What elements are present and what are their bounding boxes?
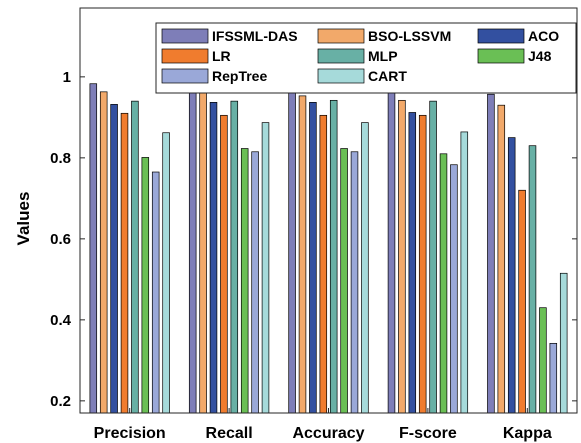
bar-cart-kappa bbox=[559, 272, 568, 414]
bar-bso-lssvm-kappa bbox=[497, 104, 506, 414]
legend-label: BSO-LSSVM bbox=[368, 28, 451, 44]
x-tick-label: Accuracy bbox=[292, 425, 364, 442]
legend-swatch-ifssml-das bbox=[161, 28, 209, 44]
bar-mlp-accuracy bbox=[329, 99, 338, 414]
bar-aco-recall bbox=[209, 102, 218, 414]
bar-j48-recall bbox=[240, 148, 249, 414]
bars-group bbox=[89, 82, 568, 414]
legend-swatch-cart bbox=[317, 68, 365, 84]
bar-reptree-precision bbox=[151, 171, 160, 414]
legend-label: ACO bbox=[528, 28, 559, 44]
legend-label: IFSSML-DAS bbox=[212, 28, 298, 44]
legend-swatch-bso-lssvm bbox=[317, 28, 365, 44]
legend-label: J48 bbox=[528, 48, 552, 64]
bar-mlp-f-score bbox=[429, 100, 437, 414]
legend-swatch-aco bbox=[477, 28, 525, 44]
bar-ifssml-das-f-score bbox=[387, 91, 396, 414]
y-tick-label: 0.2 bbox=[50, 393, 71, 410]
bar-reptree-recall bbox=[251, 151, 259, 414]
bar-cart-f-score bbox=[460, 131, 469, 414]
bar-ifssml-das-precision bbox=[89, 83, 98, 414]
y-tick-label: 0.4 bbox=[50, 312, 72, 329]
legend-label: CART bbox=[368, 68, 407, 84]
bar-reptree-accuracy bbox=[350, 151, 359, 414]
bar-ifssml-das-recall bbox=[188, 82, 197, 414]
legend-swatch-j48 bbox=[477, 48, 525, 64]
bar-bso-lssvm-accuracy bbox=[298, 95, 307, 414]
bar-aco-kappa bbox=[507, 137, 516, 414]
bar-j48-precision bbox=[141, 157, 150, 414]
x-tick-label: Recall bbox=[206, 425, 253, 442]
legend-swatch-reptree bbox=[161, 68, 209, 84]
bar-bso-lssvm-f-score bbox=[398, 99, 406, 414]
bar-lr-recall bbox=[220, 114, 228, 414]
bar-j48-kappa bbox=[539, 307, 547, 414]
bar-aco-precision bbox=[110, 104, 118, 414]
bar-aco-accuracy bbox=[309, 102, 317, 414]
bar-bso-lssvm-recall bbox=[199, 88, 207, 414]
bar-cart-precision bbox=[162, 132, 170, 414]
bar-ifssml-das-kappa bbox=[487, 93, 495, 414]
x-tick-label: F-score bbox=[399, 425, 457, 442]
bar-lr-precision bbox=[120, 112, 129, 414]
bar-aco-f-score bbox=[408, 112, 417, 414]
legend: IFSSML-DAS BSO-LSSVM ACO LR MLP J48 RepTree CAR… bbox=[155, 22, 577, 94]
x-tick-label: Kappa bbox=[503, 425, 552, 442]
bar-lr-accuracy bbox=[319, 114, 328, 414]
bar-reptree-f-score bbox=[450, 164, 458, 414]
bar-j48-f-score bbox=[439, 153, 448, 414]
bar-ifssml-das-accuracy bbox=[288, 88, 296, 414]
bar-j48-accuracy bbox=[340, 148, 348, 414]
legend-label: LR bbox=[212, 48, 231, 64]
y-axis-label: Values bbox=[14, 192, 33, 246]
bar-mlp-precision bbox=[131, 100, 139, 414]
y-tick-label: 1 bbox=[63, 69, 71, 86]
legend-swatch-lr bbox=[161, 48, 209, 64]
legend-swatch-mlp bbox=[317, 48, 365, 64]
bar-reptree-kappa bbox=[549, 342, 558, 414]
legend-label: MLP bbox=[368, 48, 398, 64]
bar-mlp-kappa bbox=[528, 145, 537, 414]
legend-label: RepTree bbox=[212, 68, 267, 84]
bar-mlp-recall bbox=[230, 100, 239, 414]
y-tick-label: 0.8 bbox=[50, 150, 71, 167]
bar-lr-f-score bbox=[418, 114, 427, 414]
y-tick-label: 0.6 bbox=[50, 231, 71, 248]
bar-bso-lssvm-precision bbox=[99, 91, 108, 414]
axes-group: 0.2 0.4 0.6 0.8 1 Precision Recall Accuracy F-sc… bbox=[14, 7, 578, 442]
bar-cart-accuracy bbox=[361, 122, 369, 414]
bar-cart-recall bbox=[261, 122, 270, 414]
bar-lr-kappa bbox=[518, 189, 526, 414]
x-tick-label: Precision bbox=[94, 425, 166, 442]
